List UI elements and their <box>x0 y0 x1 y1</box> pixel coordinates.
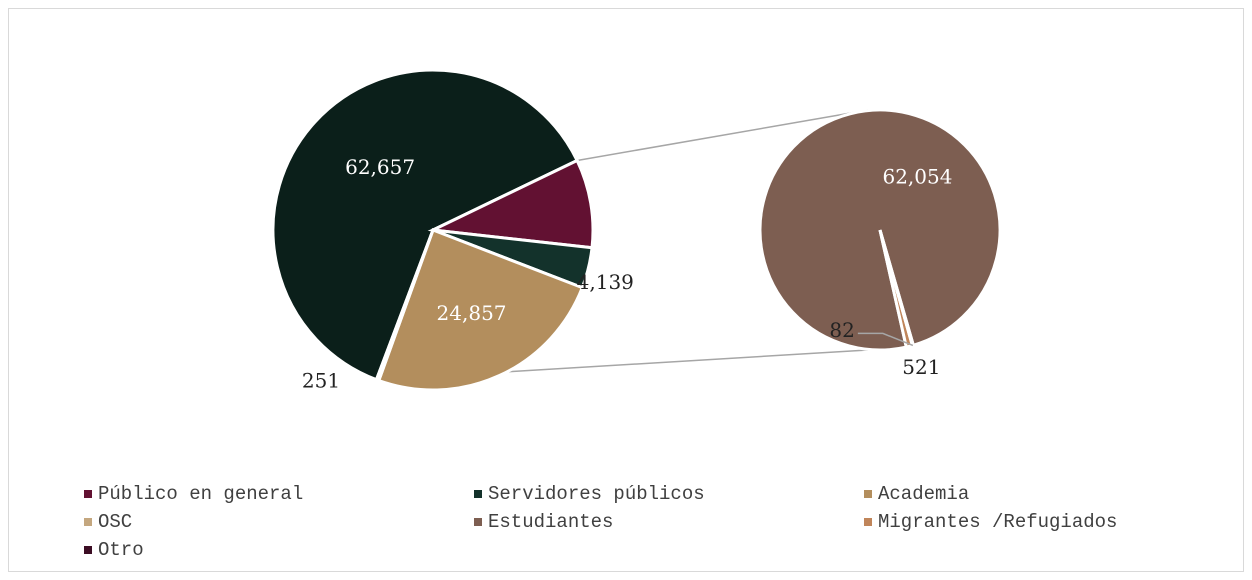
pie-slice-otros <box>271 68 580 382</box>
legend-swatch <box>864 490 872 498</box>
leader-line-otro <box>857 332 914 347</box>
connector-line-top <box>576 109 869 162</box>
legend-label: Estudiantes <box>488 511 614 533</box>
legend-label: OSC <box>98 511 133 533</box>
legend-swatch <box>84 546 92 554</box>
data-label-academia: 24,857 <box>437 301 507 325</box>
legend-label: Otro <box>98 539 144 561</box>
legend-swatch <box>474 518 482 526</box>
data-label-otro: 82 <box>829 318 854 342</box>
legend-item-estudiantes: Estudiantes <box>474 509 864 535</box>
legend-swatch <box>474 490 482 498</box>
legend-item-academia: Academia <box>864 481 1214 507</box>
legend-item-osc: OSC <box>84 509 474 535</box>
legend-label: Academia <box>878 483 970 505</box>
pie-slice-publico-en-general <box>427 158 595 250</box>
legend-swatch <box>84 490 92 498</box>
legend-label: Migrantes /Refugiados <box>878 511 1118 533</box>
legend-label: Público en general <box>98 483 304 505</box>
pie-slice-academia <box>376 228 585 392</box>
data-label-migrantes-refugiados: 521 <box>902 355 940 379</box>
legend-label: Servidores públicos <box>488 483 705 505</box>
data-label-otros: 62,657 <box>345 155 415 179</box>
legend-item-publico-en-general: Público en general <box>84 481 474 507</box>
legend-item-servidores-publicos: Servidores públicos <box>474 481 864 507</box>
data-label-servidores-publicos: 4,139 <box>577 270 634 294</box>
data-label-estudiantes: 62,054 <box>882 165 952 189</box>
chart-area <box>8 8 1244 572</box>
legend-swatch <box>864 518 872 526</box>
legend-swatch <box>84 518 92 526</box>
data-label-osc: 251 <box>302 369 340 393</box>
chart-legend: Público en general Servidores públicos Aca… <box>84 481 1214 563</box>
legend-item-otro: Otro <box>84 537 474 563</box>
pie-slice-osc <box>374 229 435 383</box>
legend-item-migrantes-refugiados: Migrantes /Refugiados <box>864 509 1214 535</box>
